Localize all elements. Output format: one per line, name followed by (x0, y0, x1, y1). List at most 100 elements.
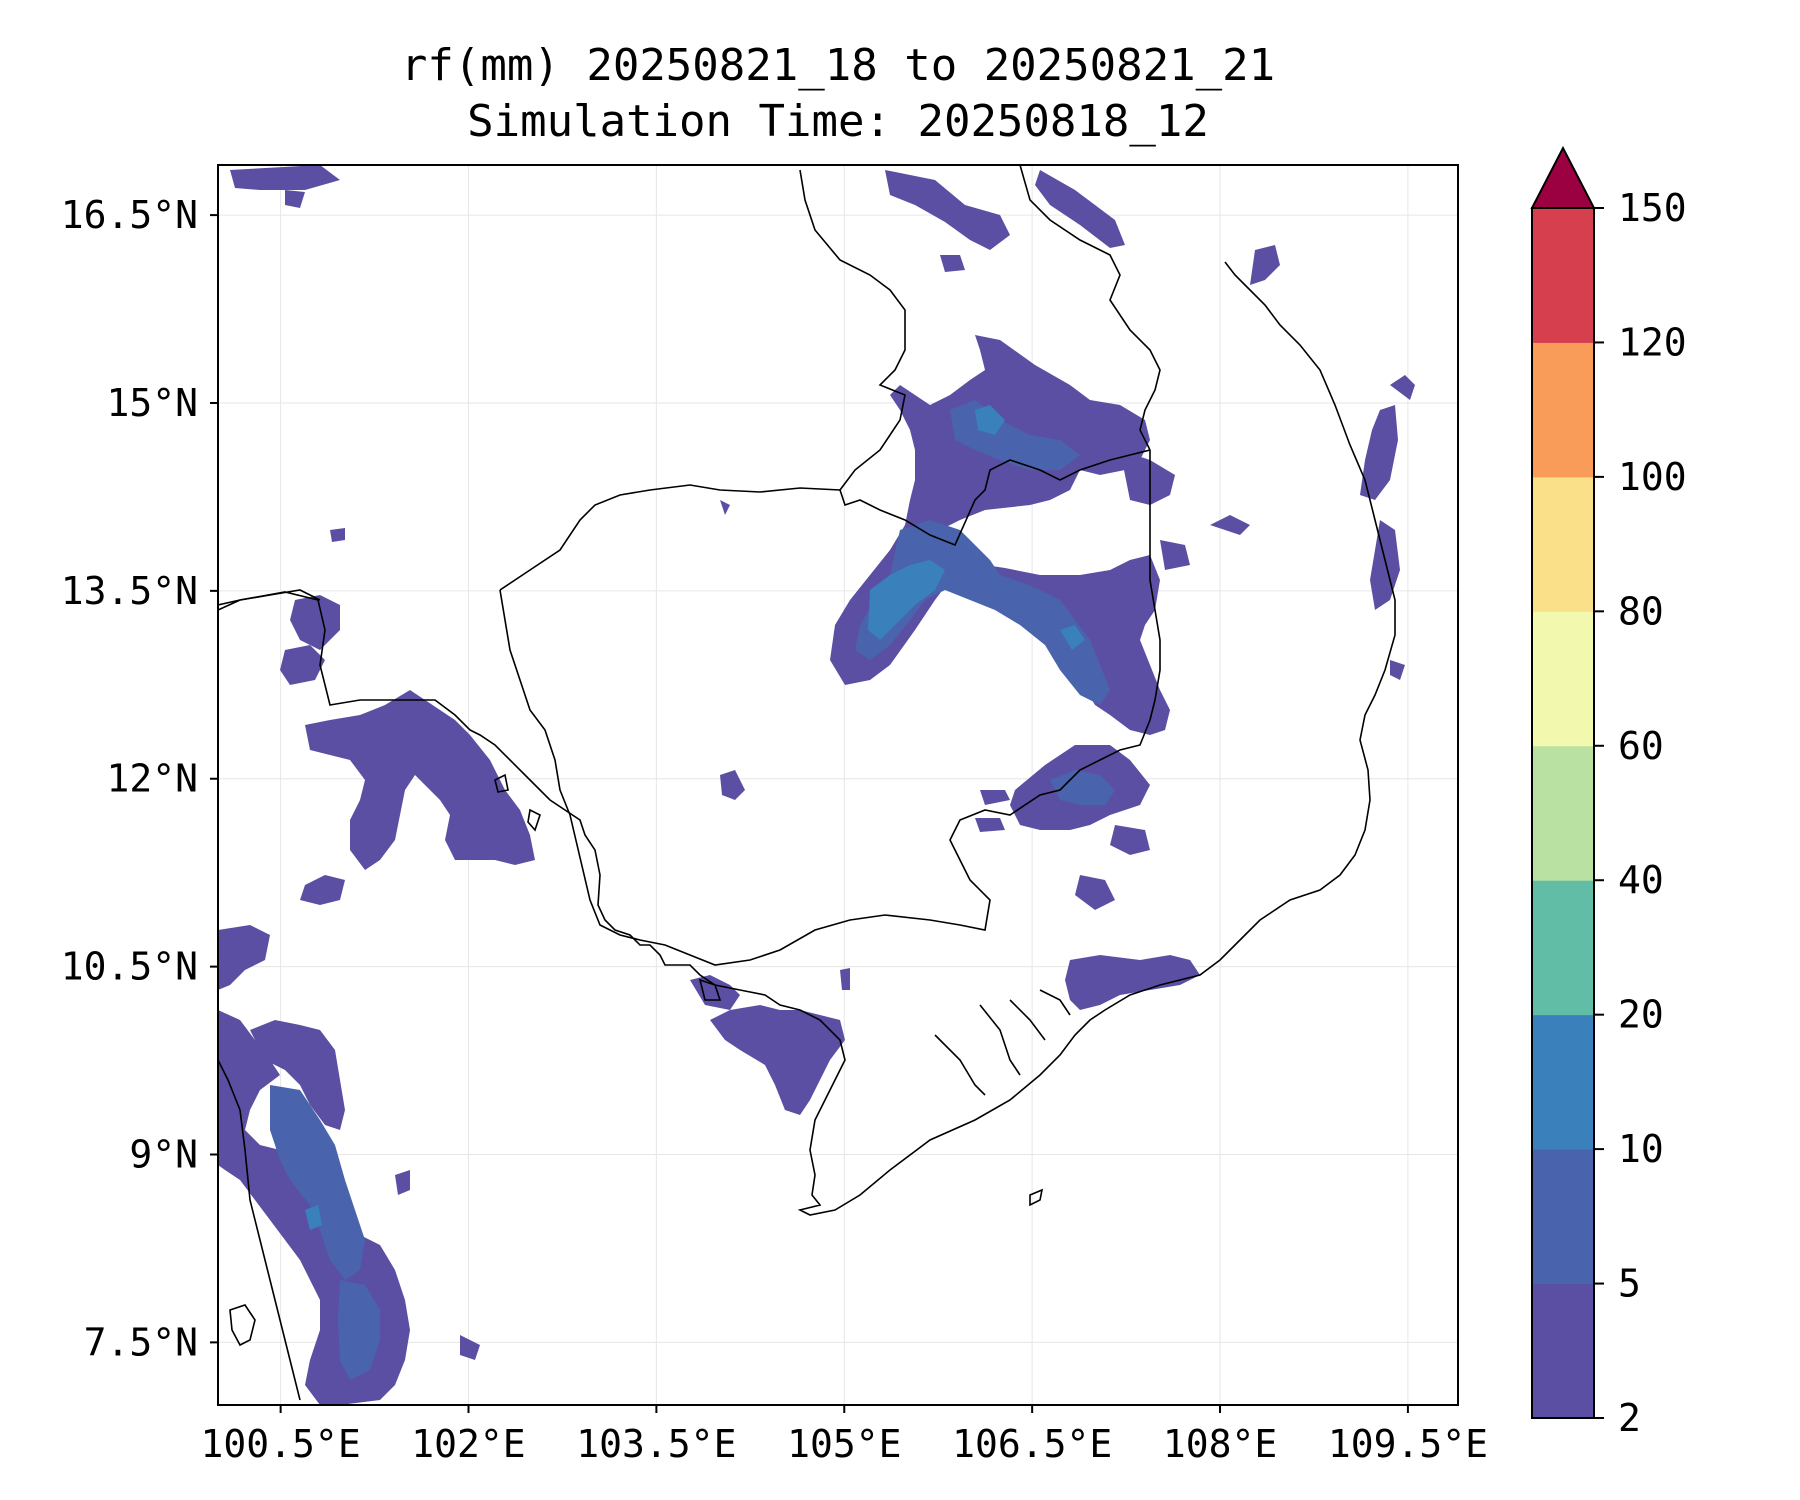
rain-cell-coast-ne-2 (1390, 375, 1415, 400)
small-island-5 (229, 1304, 256, 1347)
colorbar-block (1532, 342, 1594, 478)
colorbar-tick-label: 40 (1618, 858, 1664, 902)
map-panel: 100.5°E 102°E 103.5°E 105°E 106.5°E 108°E 109.… (61, 164, 1488, 1466)
lon-tick-label: 106.5°E (952, 1422, 1112, 1466)
rain-cell-gulf-5 (710, 1005, 845, 1115)
lat-tick-label: 13.5°N (61, 569, 198, 613)
colorbar-ticks: 2 5 10 20 40 60 80 100 120 150 (1594, 186, 1687, 1440)
colorbar-block (1532, 611, 1594, 747)
rain-cell-sw-3 (395, 1170, 410, 1195)
rain-cell-north-east (1035, 170, 1125, 248)
colorbar-color-blocks (1532, 208, 1594, 1419)
lon-tick-label: 100.5°E (201, 1422, 361, 1466)
colorbar-tick-label: 80 (1618, 589, 1664, 633)
lat-tick-label: 10.5°N (61, 945, 198, 989)
lat-tick-label: 16.5°N (61, 193, 198, 237)
rain-cell-west-2 (280, 645, 325, 685)
colorbar-block (1532, 1014, 1594, 1150)
border-cambodia-west (499, 589, 571, 816)
rain-cell-east-1 (1160, 540, 1190, 570)
lat-tick-label: 7.5°N (84, 1320, 198, 1364)
colorbar-tick-label: 5 (1618, 1262, 1641, 1306)
colorbar-frame (1531, 207, 1595, 1419)
rain-cell-sw-4 (460, 1335, 480, 1360)
colorbar: 2 5 10 20 40 60 80 100 120 150 (1530, 145, 1687, 1440)
small-island-4 (527, 808, 541, 832)
lat-tick-label: 12°N (106, 757, 198, 801)
rain-core-lao (975, 405, 1005, 435)
rain-cell-inner-gulf (270, 1085, 365, 1280)
border-laos-thai (799, 169, 906, 491)
rain-cell-small-1 (285, 190, 305, 208)
rain-cell-gulf-7 (720, 770, 745, 800)
longitude-axis: 100.5°E 102°E 103.5°E 105°E 106.5°E 108°E 109.… (201, 1405, 1488, 1466)
lon-tick-label: 105°E (787, 1422, 901, 1466)
rain-cell-west-thai (290, 595, 340, 650)
map-background (218, 165, 1458, 1405)
rain-cell-top-left (230, 165, 340, 190)
rain-cell-south-lao-2 (1110, 825, 1150, 855)
lat-tick-label: 15°N (106, 381, 198, 425)
rain-cell-south-4 (980, 790, 1010, 805)
colorbar-tick-label: 100 (1618, 455, 1687, 499)
border-laos-vietnam (1019, 165, 1161, 451)
colorbar-block (1532, 1283, 1594, 1419)
colorbar-block (1532, 1149, 1594, 1285)
rain-cell-lao-east (1120, 450, 1175, 505)
rain-cell-east-coast (1360, 405, 1398, 500)
figure-title-line-2: Simulation Time: 20250818_12 (467, 96, 1209, 147)
rain-cell-south-3 (1075, 875, 1115, 910)
small-island-2 (1029, 1188, 1044, 1207)
rainfall-contours (218, 165, 1415, 1405)
rain-cell-coast-ne (1250, 245, 1280, 285)
rain-cell-south-5 (975, 818, 1005, 832)
colorbar-tick-label: 10 (1618, 1127, 1664, 1171)
rain-cell-coastal-vn (1065, 955, 1200, 1010)
rain-cell-west-3 (330, 528, 345, 542)
border-thai-west (218, 589, 321, 611)
lon-tick-label: 102°E (411, 1422, 525, 1466)
rain-core-gulf (305, 1205, 322, 1230)
rainfall-10-20mm (305, 405, 1085, 1230)
colorbar-tick-label: 120 (1618, 320, 1687, 364)
border-cambodia-south (569, 450, 1161, 966)
colorbar-tick-label: 20 (1618, 993, 1664, 1037)
border-cambodia (499, 449, 1151, 591)
figure-title-line-1: rf(mm) 20250821_18 to 20250821_21 (401, 40, 1275, 91)
colorbar-block (1532, 745, 1594, 881)
rain-cell-north-lao (885, 170, 1010, 250)
rain-cell-gulf-n (305, 690, 535, 870)
small-island-3 (494, 773, 509, 793)
lon-tick-label: 108°E (1163, 1422, 1277, 1466)
rain-cell-inner-south (1050, 770, 1115, 805)
map-frame (217, 164, 1459, 1406)
latitude-axis: 16.5°N 15°N 13.5°N 12°N 10.5°N 9°N 7.5°N (61, 193, 218, 1364)
coastlines-and-borders (218, 165, 1396, 1401)
lon-tick-label: 109.5°E (1328, 1422, 1488, 1466)
rain-cell-small-2 (940, 255, 965, 272)
lon-tick-label: 103.5°E (576, 1422, 736, 1466)
rain-cell-gulf-2 (300, 875, 345, 905)
rain-cell-coast-3 (1390, 660, 1405, 680)
rain-cell-gulf-3 (218, 925, 270, 990)
map-gridlines (218, 165, 1458, 1405)
colorbar-block (1532, 476, 1594, 612)
colorbar-block (1532, 208, 1594, 343)
colorbar-tick-label: 60 (1618, 724, 1664, 768)
rain-cell-gulf-6 (720, 500, 730, 515)
colorbar-tick-label: 150 (1618, 186, 1687, 230)
rain-cell-sw-2 (250, 1020, 345, 1130)
colorbar-tick-label: 2 (1618, 1396, 1641, 1440)
rain-cell-gulf-8 (840, 968, 850, 990)
rain-core-cambodia-ne (868, 560, 945, 640)
rain-cell-sw-5 (310, 1055, 330, 1075)
rain-cell-cent-high (1210, 515, 1250, 535)
rain-cell-inner-gulf-2 (338, 1280, 380, 1380)
colorbar-block (1532, 880, 1594, 1016)
coastline-gulf-of-thailand (218, 261, 1396, 1216)
rain-core-lao-2 (1060, 625, 1085, 650)
small-island-1 (698, 978, 722, 1001)
lat-tick-label: 9°N (129, 1132, 198, 1176)
colorbar-extend-arrow (1530, 145, 1596, 209)
